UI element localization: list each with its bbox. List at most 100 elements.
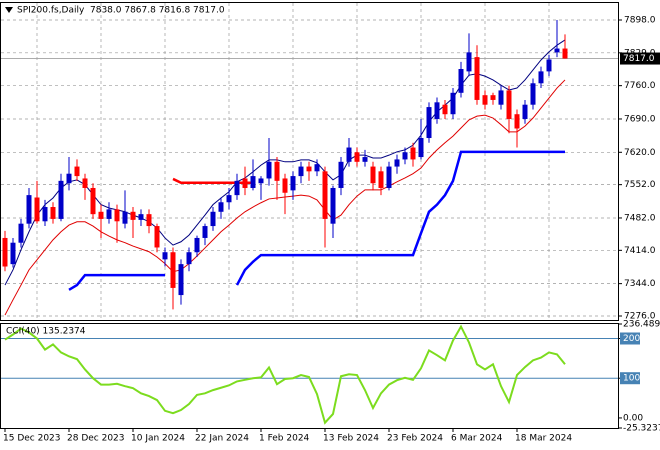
candle-body: [418, 138, 424, 158]
candle-body: [50, 207, 56, 219]
band-line: [4, 39, 566, 286]
stop-line: [172, 177, 253, 184]
candle-body: [298, 166, 304, 177]
candle-body: [338, 161, 344, 188]
cci-panel: [0, 323, 619, 429]
x-tick-label: 1 Feb 2024: [259, 434, 310, 444]
y-tick-label: -25.3237: [623, 424, 660, 434]
candle-body: [250, 176, 256, 188]
x-tick-label: 10 Jan 2024: [131, 434, 185, 444]
y-tick-label: 7552.0: [624, 180, 656, 190]
x-tick-label: 23 Feb 2024: [387, 434, 443, 444]
candle-body: [410, 147, 416, 160]
candle-body: [378, 171, 384, 188]
candle-body: [514, 114, 520, 129]
candle-body: [90, 187, 96, 215]
candle-body: [442, 104, 448, 115]
candle-body: [434, 102, 440, 119]
candle-body: [226, 195, 232, 203]
candle-body: [130, 211, 136, 220]
candle-body: [242, 178, 248, 188]
candle-body: [26, 195, 32, 224]
candle-body: [154, 226, 160, 248]
candle-body: [522, 104, 528, 119]
x-tick-label: 15 Dec 2023: [3, 434, 61, 444]
level-box: [620, 372, 640, 385]
candle-body: [122, 211, 128, 224]
candle-body: [306, 166, 312, 172]
y-tick-label: 7620.0: [624, 148, 656, 158]
y-tick-label: 7898.0: [624, 15, 656, 25]
candle-body: [2, 237, 8, 267]
main-panel: [0, 2, 619, 321]
candle-body: [450, 92, 456, 115]
level-box: [620, 332, 640, 345]
x-tick-label: 18 Mar 2024: [515, 434, 572, 444]
chart-title: SPI200.fs,Daily: [17, 6, 85, 16]
candle-body: [82, 178, 88, 188]
candle-body: [322, 171, 328, 219]
candle-body: [474, 57, 480, 100]
candle-body: [202, 226, 208, 238]
cci-line: [4, 324, 566, 425]
candle-body: [426, 107, 432, 139]
candle-body: [538, 71, 544, 84]
stop-line: [68, 150, 565, 291]
y-tick-label: 0.00: [623, 413, 643, 423]
candle-body: [106, 209, 112, 219]
candle-body: [554, 48, 560, 53]
candle-body: [162, 252, 168, 260]
candle-body: [10, 242, 16, 265]
ohlc-info: 7838.0 7867.8 7816.8 7817.0: [90, 6, 225, 16]
candle-body: [146, 214, 152, 227]
y-tick-label: 7760.0: [624, 81, 656, 91]
candle-body: [346, 147, 352, 162]
y-tick-label: 7276.0: [624, 312, 656, 322]
marks: [2, 19, 568, 425]
candle-body: [370, 166, 376, 184]
y-tick-label: 7344.0: [624, 279, 656, 289]
x-tick-label: 28 Dec 2023: [67, 434, 125, 444]
x-tick-label: 22 Jan 2024: [195, 434, 249, 444]
candle-body: [506, 90, 512, 119]
y-tick-label: 7414.0: [624, 246, 656, 256]
candle-body: [498, 90, 504, 105]
candle-body: [266, 161, 272, 179]
candle-body: [354, 152, 360, 162]
candle-body: [386, 166, 392, 188]
candle-body: [314, 164, 320, 172]
dropdown-icon[interactable]: [5, 7, 13, 13]
y-tick-label: 7482.0: [624, 213, 656, 223]
candle-body: [458, 69, 464, 93]
x-tick-label: 6 Mar 2024: [451, 434, 503, 444]
candle-body: [466, 52, 472, 72]
candle-body: [234, 180, 240, 196]
y-tick-label: 100: [623, 374, 640, 384]
candle-body: [34, 197, 40, 222]
last-price-box: [620, 52, 660, 65]
candle-body: [530, 83, 536, 105]
candle-body: [74, 166, 80, 177]
candle-body: [186, 252, 192, 265]
candle-body: [66, 173, 72, 184]
x-tick-label: 13 Feb 2024: [323, 434, 379, 444]
candle-body: [170, 252, 176, 288]
candle-body: [258, 178, 264, 184]
candle-body: [562, 48, 568, 59]
candle-body: [274, 161, 280, 181]
candle-body: [218, 202, 224, 212]
candle-body: [58, 180, 64, 219]
candle-body: [402, 152, 408, 160]
candle-body: [290, 176, 296, 191]
candle-body: [394, 159, 400, 167]
candle-body: [330, 187, 336, 224]
candle-body: [98, 211, 104, 219]
candle-body: [138, 214, 144, 220]
indicator-title: CCI(40) 135.2374: [6, 327, 86, 337]
candle-body: [362, 157, 368, 162]
candle-body: [282, 178, 288, 193]
candle-body: [42, 207, 48, 222]
candle-body: [178, 264, 184, 296]
